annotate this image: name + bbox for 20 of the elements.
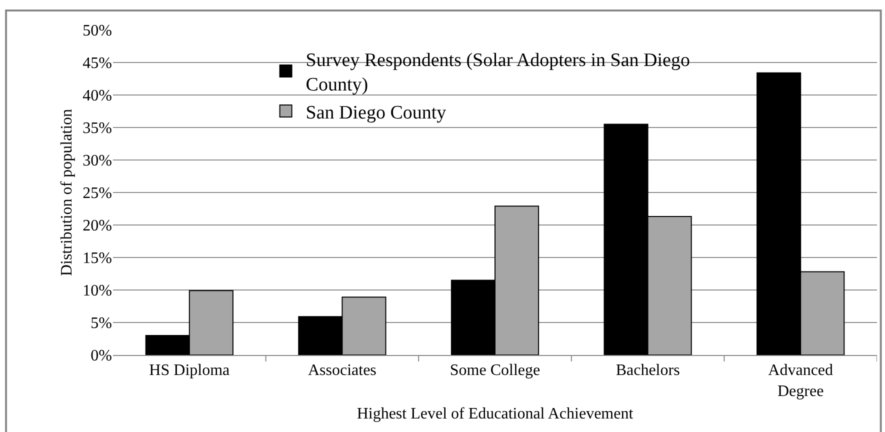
y-tick-label: 20% [82,218,112,235]
x-tick-label: Associates [308,362,376,380]
y-tick-label: 50% [82,22,112,40]
x-tick-label: Some College [450,362,540,380]
y-tick-label: 45% [82,55,112,72]
y-tick-label: 40% [82,88,112,105]
y-axis-title: Distribution of population [58,108,76,276]
x-axis-title: Highest Level of Educational Achievement [356,406,634,423]
x-tick-label: Bachelors [616,362,680,380]
y-tick-label: 5% [90,315,112,332]
x-tick-label: HS Diploma [149,362,230,380]
y-tick-label: 30% [82,152,112,170]
y-tick-label: 15% [82,250,112,268]
y-tick-label: 25% [82,185,112,202]
y-tick-label: 35% [82,120,112,138]
y-tick-label: 0% [90,348,112,365]
x-tick-label: Advanced Degree [768,362,834,400]
y-tick-label: 10% [82,282,112,300]
legend-label: Survey Respondents (Solar Adopters in San Diego County) [306,50,690,96]
legend-label: San Diego County [306,102,447,124]
